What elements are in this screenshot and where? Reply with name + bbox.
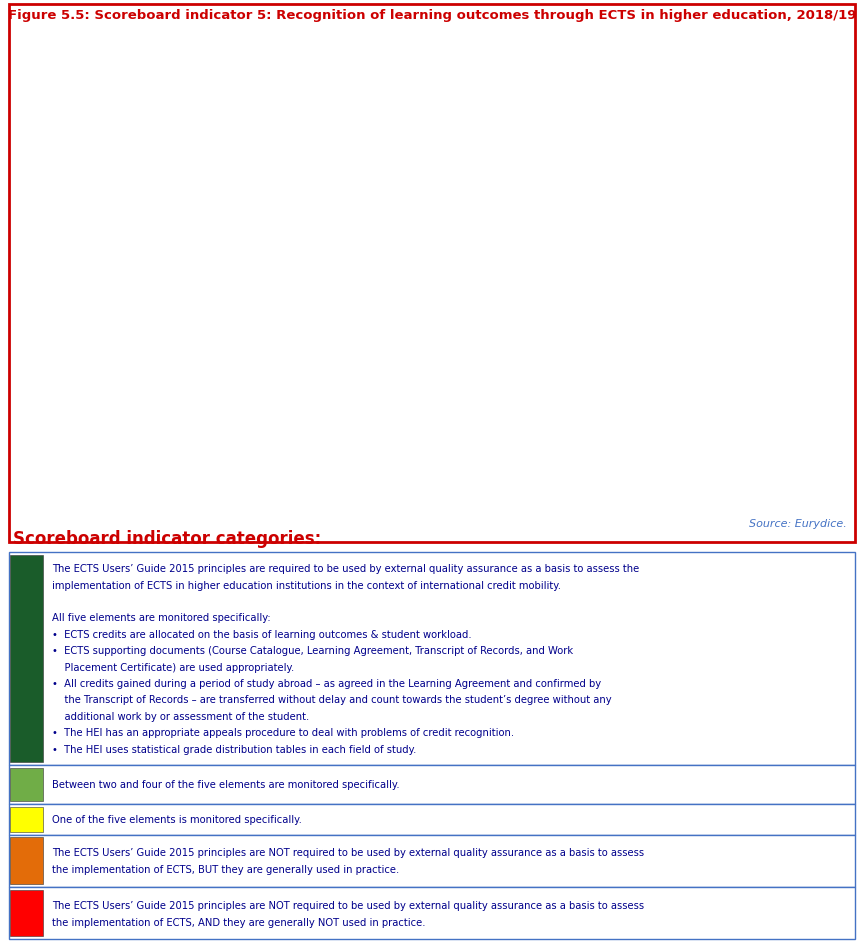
Text: the implementation of ECTS, BUT they are generally used in practice.: the implementation of ECTS, BUT they are… bbox=[52, 865, 399, 874]
Text: Figure 5.5: Scoreboard indicator 5: Recognition of learning outcomes through ECT: Figure 5.5: Scoreboard indicator 5: Reco… bbox=[8, 9, 856, 23]
Text: the Transcript of Records – are transferred without delay and count towards the : the Transcript of Records – are transfer… bbox=[52, 695, 612, 704]
Text: •  ECTS supporting documents (Course Catalogue, Learning Agreement, Transcript o: • ECTS supporting documents (Course Cata… bbox=[52, 646, 573, 655]
Text: •  All credits gained during a period of study abroad – as agreed in the Learnin: • All credits gained during a period of … bbox=[52, 678, 601, 688]
Text: •  The HEI uses statistical grade distribution tables in each field of study.: • The HEI uses statistical grade distrib… bbox=[52, 744, 416, 753]
Text: the implementation of ECTS, AND they are generally NOT used in practice.: the implementation of ECTS, AND they are… bbox=[52, 917, 425, 927]
Text: implementation of ECTS in higher education institutions in the context of intern: implementation of ECTS in higher educati… bbox=[52, 580, 561, 590]
Text: All five elements are monitored specifically:: All five elements are monitored specific… bbox=[52, 613, 270, 623]
Text: The ECTS Users’ Guide 2015 principles are required to be used by external qualit: The ECTS Users’ Guide 2015 principles ar… bbox=[52, 564, 639, 574]
Text: •  The HEI has an appropriate appeals procedure to deal with problems of credit : • The HEI has an appropriate appeals pro… bbox=[52, 728, 514, 737]
Text: One of the five elements is monitored specifically.: One of the five elements is monitored sp… bbox=[52, 815, 302, 824]
Text: Scoreboard indicator categories:: Scoreboard indicator categories: bbox=[13, 530, 321, 548]
Text: Between two and four of the five elements are monitored specifically.: Between two and four of the five element… bbox=[52, 780, 399, 789]
Text: additional work by or assessment of the student.: additional work by or assessment of the … bbox=[52, 711, 309, 721]
Text: Placement Certificate) are used appropriately.: Placement Certificate) are used appropri… bbox=[52, 662, 294, 672]
Text: Source: Eurydice.: Source: Eurydice. bbox=[749, 518, 847, 529]
Text: The ECTS Users’ Guide 2015 principles are NOT required to be used by external qu: The ECTS Users’ Guide 2015 principles ar… bbox=[52, 900, 644, 910]
Text: The ECTS Users’ Guide 2015 principles are NOT required to be used by external qu: The ECTS Users’ Guide 2015 principles ar… bbox=[52, 848, 644, 857]
Text: •  ECTS credits are allocated on the basis of learning outcomes & student worklo: • ECTS credits are allocated on the basi… bbox=[52, 629, 472, 639]
